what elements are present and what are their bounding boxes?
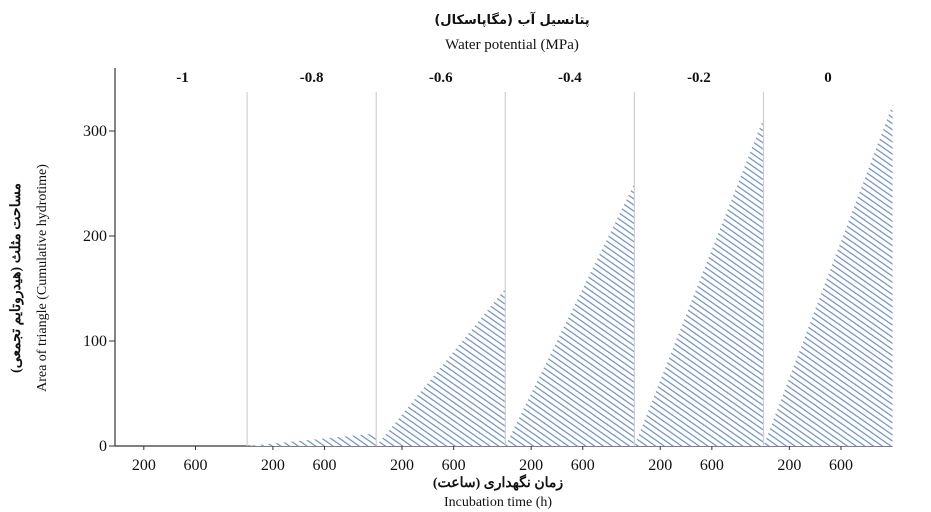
- x-tick-label: 600: [700, 457, 724, 474]
- panel--0.8: -0.8 200 600: [246, 70, 377, 474]
- panel-label: -0.8: [300, 70, 324, 86]
- hydrotime-triangle: [634, 118, 764, 447]
- hydrotime-triangle: [247, 433, 377, 446]
- y-tick-label: 100: [83, 333, 107, 350]
- hydrotime-triangle: [376, 288, 506, 446]
- panel-label: -1: [176, 70, 189, 86]
- y-axis-label-en: Area of triangle (Cumulative hydrotime): [35, 164, 50, 392]
- panel--0.4: -0.4 200 600: [504, 70, 635, 474]
- x-tick-label: 600: [183, 457, 207, 474]
- panel--0.6: -0.6 200 600: [375, 70, 506, 474]
- panel--0.2: -0.2 200 600: [633, 70, 764, 474]
- x-tick-label: 200: [648, 457, 672, 474]
- x-tick-label: 200: [261, 457, 285, 474]
- x-axis-label-en: Incubation time (h): [444, 495, 552, 510]
- panel-label: -0.6: [429, 70, 453, 86]
- x-axis-label-fa: زمان نگهداری (ساعت): [433, 474, 564, 491]
- x-tick-label: 600: [829, 457, 853, 474]
- panel-label: -0.2: [687, 70, 711, 86]
- x-tick-label: 200: [777, 457, 801, 474]
- x-tick-label: 200: [390, 457, 414, 474]
- hydrotime-triangle: [763, 104, 893, 446]
- x-tick-label: 600: [313, 457, 337, 474]
- x-tick-label: 600: [571, 457, 595, 474]
- top-title-en: Water potential (MPa): [445, 37, 579, 53]
- panel-label: 0: [824, 70, 832, 86]
- x-tick-label: 600: [442, 457, 466, 474]
- y-tick-label: 0: [99, 438, 107, 455]
- panel-label: -0.4: [558, 70, 582, 86]
- panel-0: 0 200 600: [762, 70, 893, 474]
- y-axis-label-fa: مساحت مثلث (هیدروتایم تجمعی): [9, 183, 24, 373]
- hydrotime-triangle: [505, 183, 635, 446]
- x-tick-label: 200: [132, 457, 156, 474]
- top-title-fa: پتانسیل آب (مگاپاسکال): [434, 11, 589, 28]
- y-tick-label: 300: [83, 123, 107, 140]
- panel--1: -1 200 600: [132, 70, 208, 474]
- y-tick-label: 200: [83, 228, 107, 245]
- x-tick-label: 200: [519, 457, 543, 474]
